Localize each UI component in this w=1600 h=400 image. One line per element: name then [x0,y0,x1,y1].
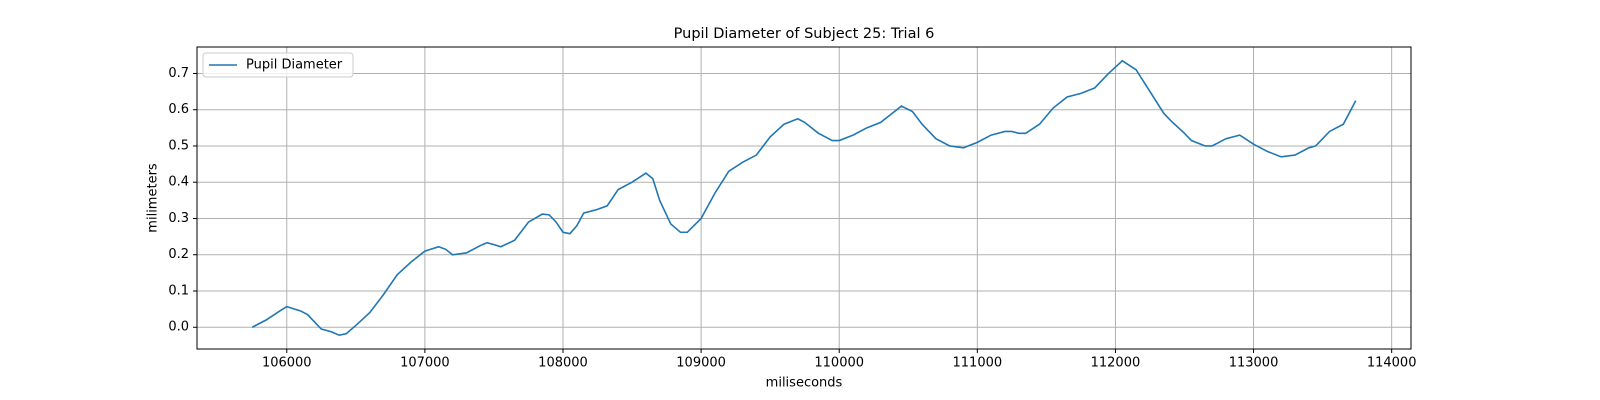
x-tick-label: 109000 [676,356,726,371]
x-tick-label: 110000 [814,356,864,371]
x-tick-label: 106000 [262,356,312,371]
y-tick-label: 0.4 [168,175,189,190]
y-tick-label: 0.7 [168,66,189,81]
x-tick-label: 111000 [953,356,1003,371]
y-tick-label: 0.5 [168,138,189,153]
y-tick-label: 0.2 [168,247,189,262]
x-tick-label: 108000 [538,356,588,371]
y-tick-label: 0.0 [168,320,189,335]
chart-title: Pupil Diameter of Subject 25: Trial 6 [674,26,935,42]
x-tick-label: 107000 [400,356,450,371]
data-line [251,59,1357,337]
legend-label: Pupil Diameter [246,58,343,73]
legend-box [202,52,354,78]
x-tick-label: 112000 [1091,356,1141,371]
x-tick-label: 114000 [1367,356,1417,371]
y-axis-label: milimeters [146,163,161,233]
y-tick-label: 0.1 [168,283,189,298]
y-tick-label: 0.3 [168,211,189,226]
x-tick-label: 113000 [1229,356,1279,371]
x-axis-label: miliseconds [766,376,843,391]
y-tick-label: 0.6 [168,102,189,117]
plot-frame [196,46,1412,350]
